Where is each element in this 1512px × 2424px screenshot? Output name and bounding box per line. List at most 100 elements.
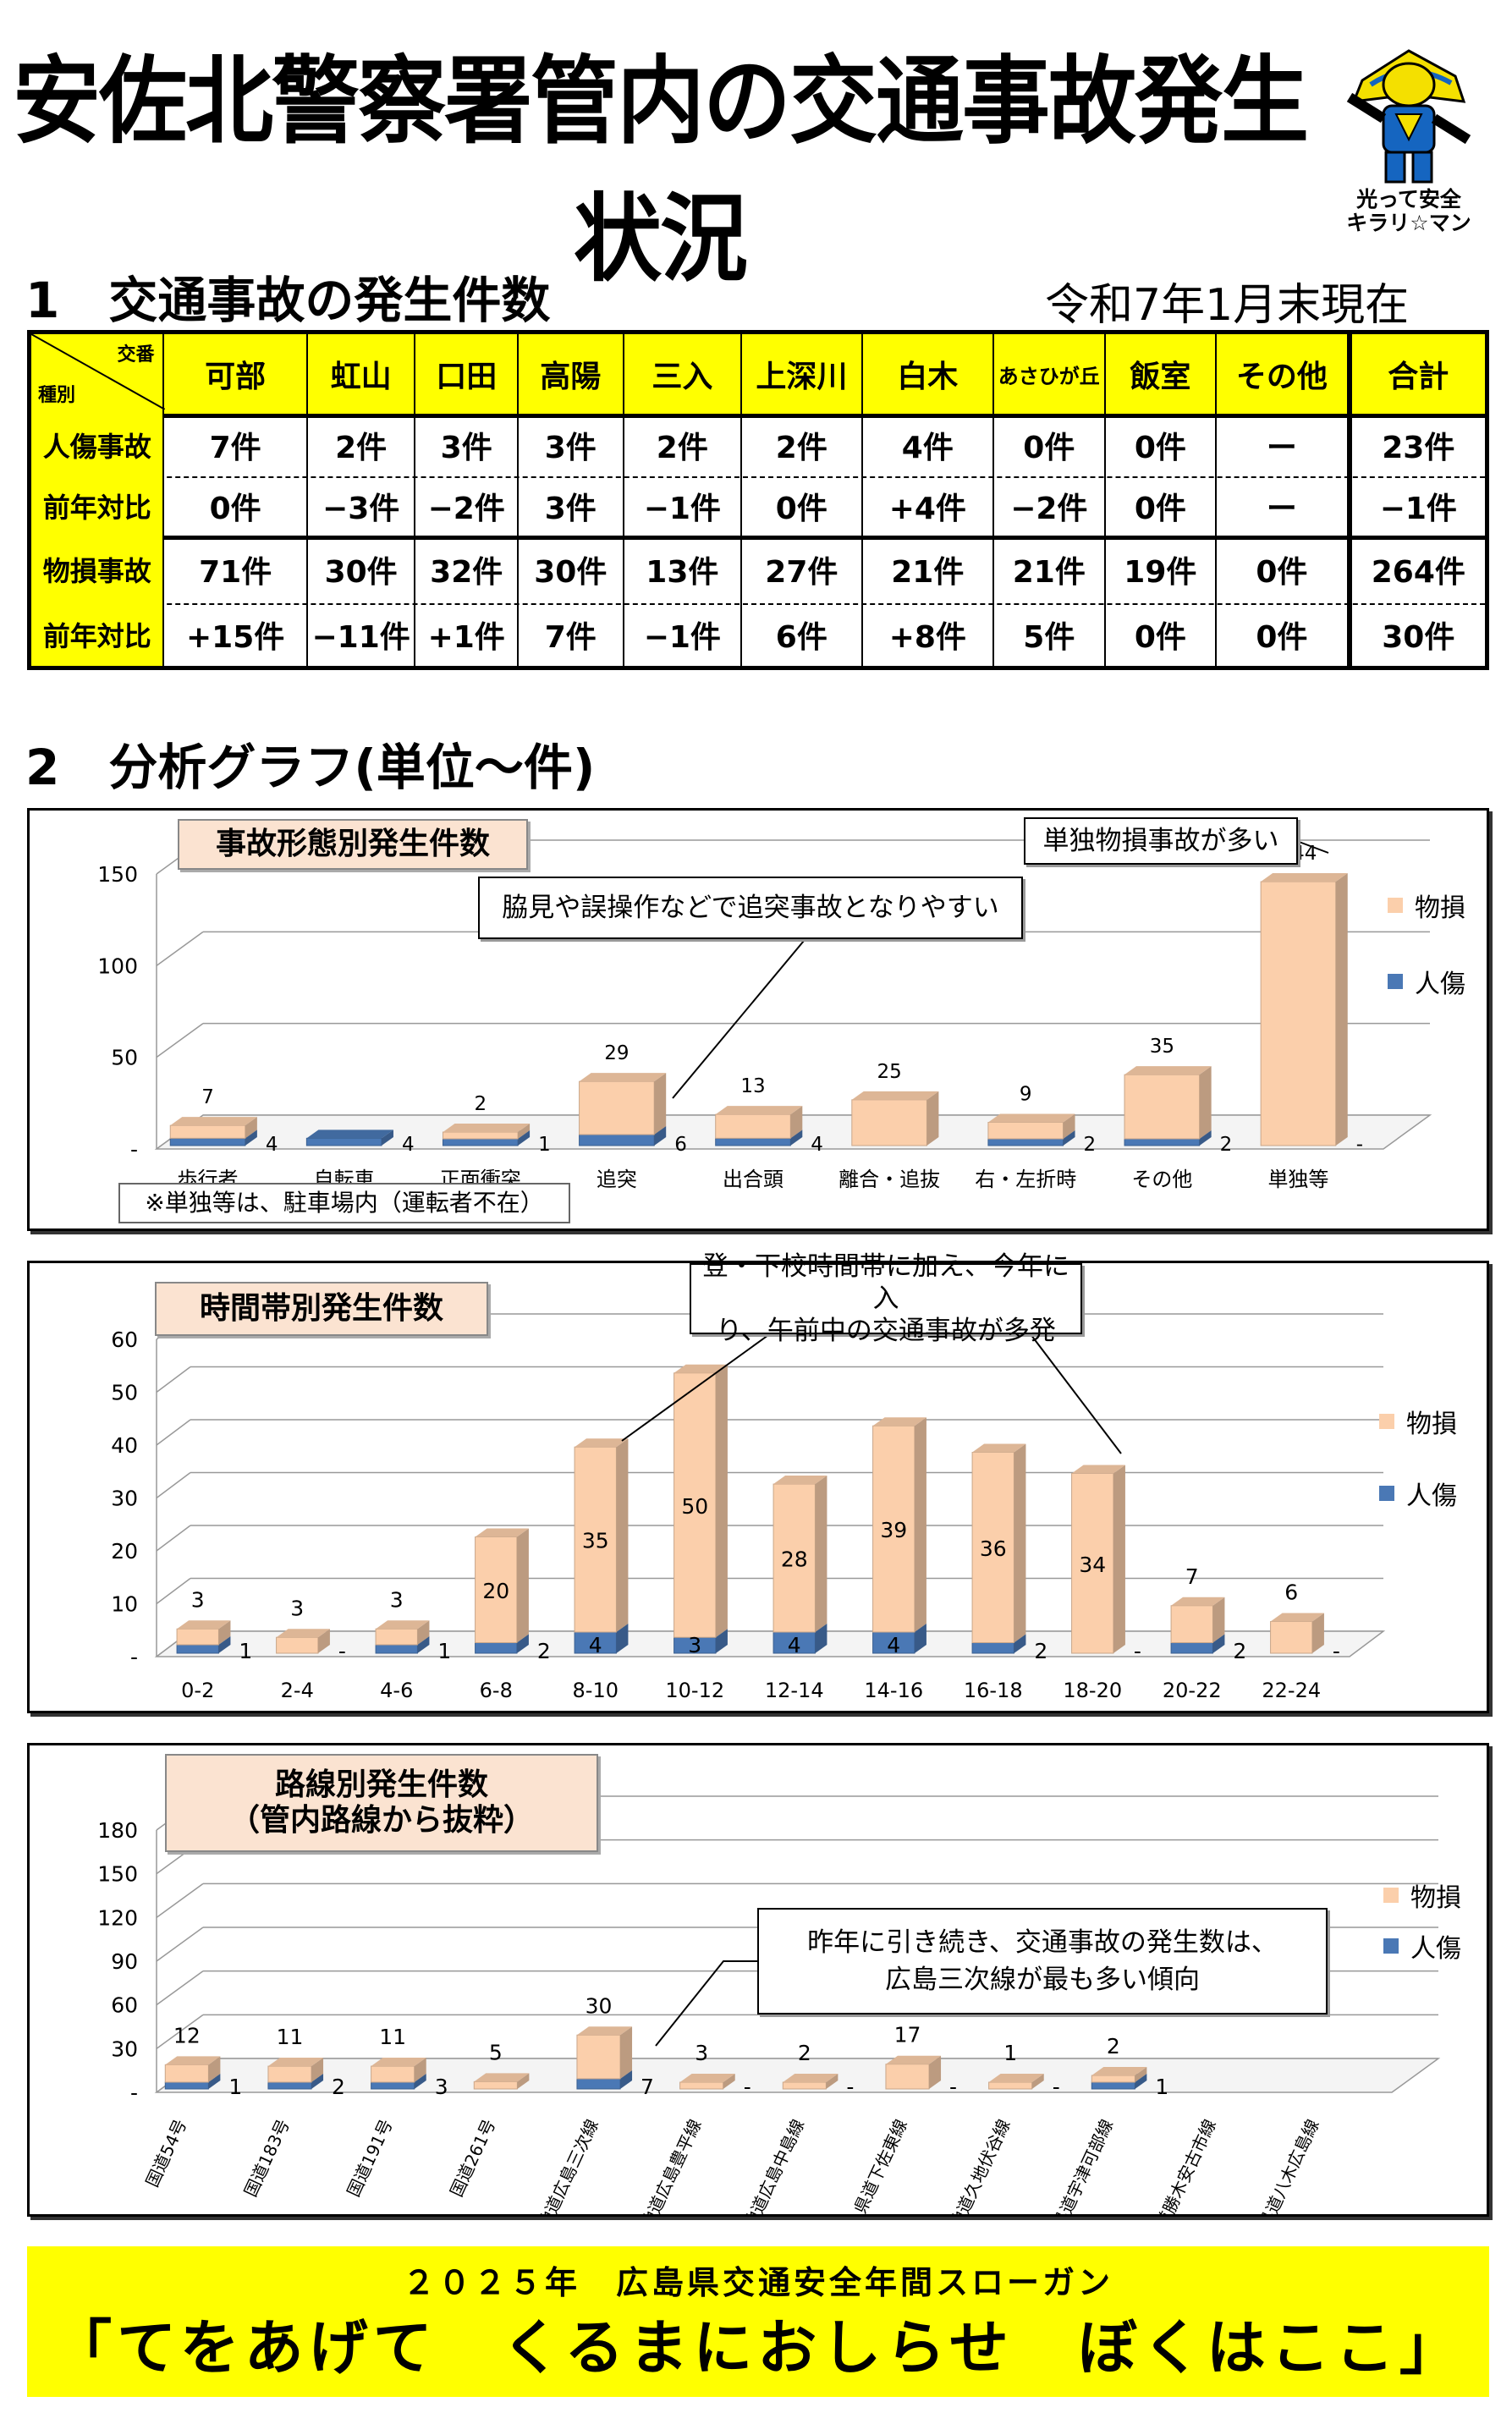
corner-bottom-label: 種別: [38, 385, 76, 406]
table-col-header: 可部: [164, 334, 308, 414]
table-cell: 21件: [863, 536, 995, 603]
y-tick-label: 60: [111, 1327, 138, 1352]
bar-property: [276, 1629, 330, 1654]
bar-injury-label: -: [846, 2075, 854, 2099]
gridline-side: [156, 2014, 204, 2049]
x-category-label: 県道下佐東線: [850, 2116, 911, 2214]
table-row: 物損事故 71件 30件 32件 30件 13件 27件 21件 21件 19件 0件 264件: [31, 536, 1485, 605]
chart2-legend-injury: 人傷: [1379, 1475, 1457, 1512]
bar-property-label: 13: [740, 1075, 765, 1097]
bar-property: [267, 2058, 324, 2083]
section2-title: 2 分析グラフ(単位～件): [25, 739, 596, 796]
bar-property: [164, 2056, 221, 2083]
bar-property: [371, 2058, 426, 2083]
bar-property: [674, 1364, 728, 1638]
table-cell: 5件: [994, 603, 1106, 666]
table-col-header: 飯室: [1105, 334, 1218, 414]
bar-property: [1124, 1066, 1212, 1140]
bar-injury-label: -: [1333, 1639, 1340, 1663]
table-cell: 0件: [164, 476, 308, 536]
table-row: 前年対比 0件 −3件 −2件 3件 −1件 0件 +4件 −2件 0件ー −1件: [31, 476, 1485, 540]
chart-svg: -102030405060310-23-2-4314-62026-83548-1…: [111, 1313, 1386, 1702]
bar-injury-label: 3: [688, 1633, 701, 1657]
bar-property-label: 35: [1150, 1036, 1174, 1058]
bar-property: [576, 2026, 633, 2080]
bar-property: [442, 1124, 531, 1140]
bar-property-label: 11: [379, 2025, 406, 2049]
bar-injury-label: 1: [239, 1639, 252, 1663]
table-cell: 264件: [1371, 555, 1465, 590]
accident-count-table: 交番 種別 可部 虹山 口田 高陽 三入 上深川 白木 あさひが丘 飯室 その他 合計 人傷事故 7件 2件 3…: [27, 330, 1489, 670]
chart2-callout-pointer: [621, 1330, 775, 1442]
y-tick-label: 50: [111, 1381, 138, 1405]
bar-injury-label: -: [1134, 1639, 1141, 1663]
chart3-callout-line1: 昨年に引き続き、交通事故の発生数は、: [807, 1927, 1278, 1958]
chart1-title: 事故形態別発生件数: [178, 819, 528, 870]
bar-injury-label: 2: [332, 2075, 345, 2099]
x-category-label: 右・左折時: [975, 1168, 1076, 1191]
y-tick-label: 150: [97, 1862, 138, 1887]
table-cell: +15件: [164, 603, 308, 666]
table-cell: 0件: [1217, 603, 1352, 666]
x-category-label: 主地道広島豊平線: [630, 2116, 705, 2214]
bar-injury-label: 7: [641, 2075, 654, 2099]
x-category-label: 国道54号: [141, 2116, 190, 2190]
bar-injury-label: 3: [435, 2075, 448, 2099]
bar-property: [574, 1438, 629, 1633]
table-row: 前年対比 +15件 −11件 +1件 7件 −1件 6件 +8件 5件 0件 0件 30件: [31, 603, 1485, 666]
y-tick-label: 30: [111, 2036, 138, 2061]
table-cell: 30件: [1382, 620, 1455, 655]
table-col-header: 三入: [624, 334, 743, 414]
table-cell: 7件: [164, 414, 308, 476]
x-category-label: 8-10: [573, 1679, 619, 1702]
bar-property: [375, 1620, 430, 1646]
bar-injury-label: 2: [1034, 1639, 1047, 1663]
table-col-header: 合計: [1351, 334, 1486, 414]
chart1-legend-injury: 人傷: [1388, 963, 1465, 1000]
bar-injury-label: -: [949, 2075, 957, 2099]
table-cell: 21件: [994, 536, 1106, 603]
bar-injury: [305, 1130, 393, 1146]
page-title: 安佐北警察署管内の交通事故発生状況: [12, 45, 1309, 295]
table-header-row: 交番 種別 可部 虹山 口田 高陽 三入 上深川 白木 あさひが丘 飯室 その他 合計: [31, 334, 1486, 418]
table-col-header: 高陽: [519, 334, 624, 414]
x-category-label: 国道261号: [446, 2116, 499, 2200]
table-cell: 2件: [742, 414, 863, 476]
bar-property: [851, 1091, 939, 1146]
y-tick-label: -: [130, 1137, 138, 1162]
bar-injury-label: 1: [1155, 2075, 1168, 2099]
bar-property-label: 28: [781, 1547, 808, 1572]
table-cell: 3件: [415, 414, 519, 476]
chart3-callout-pointer: [655, 1960, 757, 2047]
table-cell: 6件: [742, 603, 863, 666]
table-col-header: あさひが丘: [994, 334, 1106, 414]
table-cell: −1件: [624, 476, 743, 536]
bar-injury-label: 4: [788, 1633, 801, 1657]
bar-injury-label: 1: [437, 1639, 451, 1663]
x-category-label: 県道勝木安古市線: [1145, 2116, 1220, 2214]
x-category-label: 16-18: [964, 1679, 1023, 1702]
chart3-callout-line2: 広島三次線が最も多い傾向: [884, 1965, 1200, 1995]
bar-property-label: 6: [1284, 1580, 1298, 1605]
bar-injury-label: 2: [1084, 1134, 1097, 1156]
bar-injury-label: -: [744, 2075, 751, 2099]
table-row-label: 人傷事故: [31, 414, 165, 476]
mascot-caption: 光って安全 キラリ☆マン: [1328, 188, 1489, 235]
gridline-side: [156, 1525, 191, 1552]
bar-property: [987, 1113, 1075, 1140]
bar-property-label: 29: [604, 1042, 629, 1064]
bar-property: [679, 2074, 735, 2090]
table-cell: 2件: [308, 414, 416, 476]
bar-property-label: 9: [1020, 1084, 1032, 1106]
mascot-caption-line2: キラリ☆マン: [1346, 211, 1471, 235]
bar-injury-label: -: [1053, 2075, 1060, 2099]
x-category-label: 22-24: [1262, 1679, 1321, 1702]
y-tick-label: 90: [111, 1949, 138, 1974]
table-cell: −2件: [994, 476, 1106, 536]
bar-property: [579, 1073, 667, 1135]
bar-property: [1091, 2067, 1147, 2083]
bar-property-label: 25: [877, 1061, 901, 1083]
y-tick-label: 30: [111, 1487, 138, 1511]
table-cell: −1件: [624, 603, 743, 666]
bar-property-label: 39: [880, 1518, 907, 1542]
